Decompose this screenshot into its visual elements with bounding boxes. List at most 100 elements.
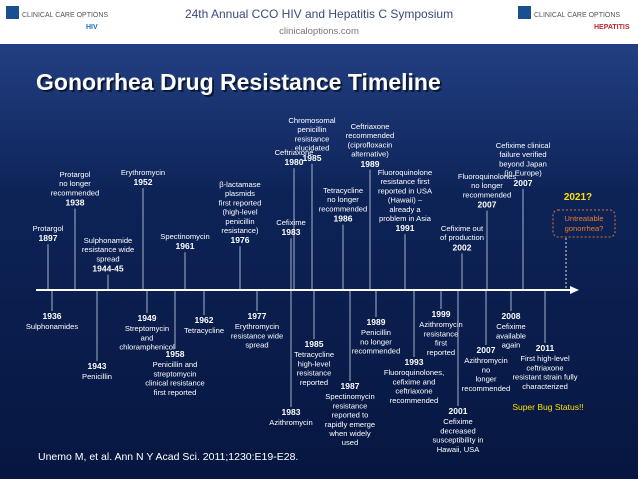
event-text: resistance first: [381, 177, 431, 186]
event-text: no longer: [59, 179, 91, 188]
event-year: 2001: [449, 406, 468, 416]
event-year: 1976: [231, 235, 250, 245]
event-year: 1983: [282, 227, 301, 237]
event-text: Fluoroquinolones,: [384, 368, 444, 377]
event-text: penicillin: [225, 217, 254, 226]
event-text: recommended: [390, 396, 439, 405]
event-text: rapidly emerge: [325, 420, 375, 429]
event-text: Azithromycin: [269, 418, 312, 427]
event-text: spread: [245, 341, 268, 350]
logo-icon: [6, 6, 19, 19]
event-text: Azithromycin: [419, 320, 462, 329]
event-text: streptomycin: [153, 369, 196, 378]
event-year: 2007: [514, 178, 533, 188]
event-text: recommended: [462, 384, 511, 393]
event-text: Chromosomal: [288, 116, 336, 125]
logo-icon: [518, 6, 531, 19]
event-text: Protargol: [33, 224, 64, 233]
event-text: Ceftriaxone: [275, 148, 314, 157]
event-text: used: [342, 438, 358, 447]
event-text: ceftriaxone: [395, 387, 432, 396]
event-year: 1989: [367, 317, 386, 327]
event-text: reported in USA: [378, 186, 433, 195]
event-text: Streptomycin: [125, 324, 169, 333]
event-text: (Hawaii) –: [388, 196, 423, 205]
event-text: Penicillin and: [153, 360, 198, 369]
event-text: Spectinomycin: [160, 232, 209, 241]
logo-sub: HEPATITIS: [594, 24, 630, 31]
event-year: 1958: [166, 349, 185, 359]
event-year: 1961: [176, 241, 195, 251]
timeline-arrow: [570, 286, 579, 294]
event-text: reported: [427, 348, 455, 357]
event-text: resistance: [333, 401, 368, 410]
event-text: chloramphenicol: [119, 343, 175, 352]
event-year: 1989: [361, 159, 380, 169]
event-text: elucidated: [295, 144, 330, 153]
event-text: Fluoroquinolone: [378, 168, 432, 177]
event-text: susceptibility in: [432, 436, 483, 445]
event-year: 1897: [39, 233, 58, 243]
event-text: Penicillin: [82, 372, 112, 381]
event-text: recommended: [346, 131, 395, 140]
event-year: 2007: [477, 345, 496, 355]
event-year: 1985: [305, 339, 324, 349]
forecast-box: [552, 209, 616, 238]
event-text: (in Europe): [504, 169, 542, 178]
event-text: recommended: [319, 204, 368, 213]
logo-brand: CLINICAL CARE OPTIONS: [22, 12, 108, 19]
event-year: 1985: [303, 153, 322, 163]
event-text: Cefixime: [443, 417, 473, 426]
background: [0, 44, 638, 479]
event-year: 1987: [341, 381, 360, 391]
event-text: Ceftriaxone: [351, 122, 390, 131]
event-text: when widely: [328, 429, 371, 438]
event-text: spread: [96, 254, 119, 263]
header-title: 24th Annual CCO HIV and Hepatitis C Symp…: [185, 7, 453, 21]
event-text: beyond Japan: [499, 159, 547, 168]
forecast-text: Untreatable: [564, 214, 603, 223]
event-text: (ciprofloxacin: [348, 140, 393, 149]
event-text: resistant strain fully: [513, 373, 578, 382]
event-year: 1944-45: [92, 264, 123, 274]
logo-sub: HIV: [86, 24, 98, 31]
event-text: characterized: [522, 382, 568, 391]
event-text: recommended: [463, 190, 512, 199]
event-text: Erythromycin: [121, 168, 165, 177]
header-band: [0, 0, 638, 44]
event-text: decreased: [440, 426, 475, 435]
event-text: Protargol: [60, 170, 91, 179]
event-text: Cefixime: [496, 322, 526, 331]
event-text: longer: [475, 375, 497, 384]
event-text: (high-level: [222, 208, 257, 217]
event-text: Erythromycin: [235, 322, 279, 331]
event-year: 2011: [536, 343, 555, 353]
event-year: 1986: [334, 214, 353, 224]
event-text: failure verified: [499, 150, 546, 159]
event-text: Sulphonamide: [84, 236, 133, 245]
event-year: 1949: [138, 313, 157, 323]
event-text: no: [482, 365, 490, 374]
event-text: Spectinomycin: [325, 392, 374, 401]
event-text: no longer: [360, 337, 392, 346]
event-text: problem in Asia: [379, 214, 432, 223]
callout: Super Bug Status!!: [512, 402, 583, 412]
event-year: 1938: [66, 198, 85, 208]
title-shadow: Gonorrhea Drug Resistance Timeline: [38, 71, 443, 97]
event-text: recommended: [51, 188, 100, 197]
event-text: high-level: [298, 359, 331, 368]
forecast-text: gonorrhea?: [565, 224, 604, 233]
event-year: 1943: [88, 361, 107, 371]
citation: Unemo M, et al. Ann N Y Acad Sci. 2011;1…: [38, 451, 298, 463]
event-year: 1980: [285, 157, 304, 167]
event-year: 1936: [43, 311, 62, 321]
event-text: Azithromycin: [464, 356, 507, 365]
header-url: clinicaloptions.com: [279, 26, 359, 37]
event-text: plasmids: [225, 189, 255, 198]
event-text: first: [435, 339, 448, 348]
event-text: first reported: [219, 198, 262, 207]
event-text: and: [141, 333, 154, 342]
event-text: Cefixime: [276, 218, 306, 227]
event-year: 1952: [134, 177, 153, 187]
event-text: of production: [440, 233, 484, 242]
